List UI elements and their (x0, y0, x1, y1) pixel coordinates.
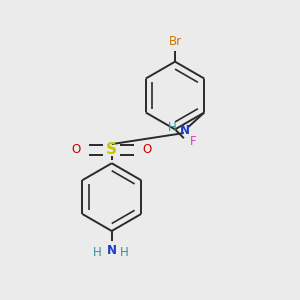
Text: N: N (180, 124, 190, 136)
Text: H: H (168, 121, 176, 134)
Text: O: O (72, 143, 81, 157)
Text: O: O (142, 143, 152, 157)
Text: Br: Br (169, 34, 182, 47)
Text: H: H (120, 246, 129, 259)
Text: F: F (190, 135, 196, 148)
Text: H: H (93, 246, 101, 259)
Text: S: S (106, 142, 117, 158)
Text: N: N (107, 244, 117, 256)
